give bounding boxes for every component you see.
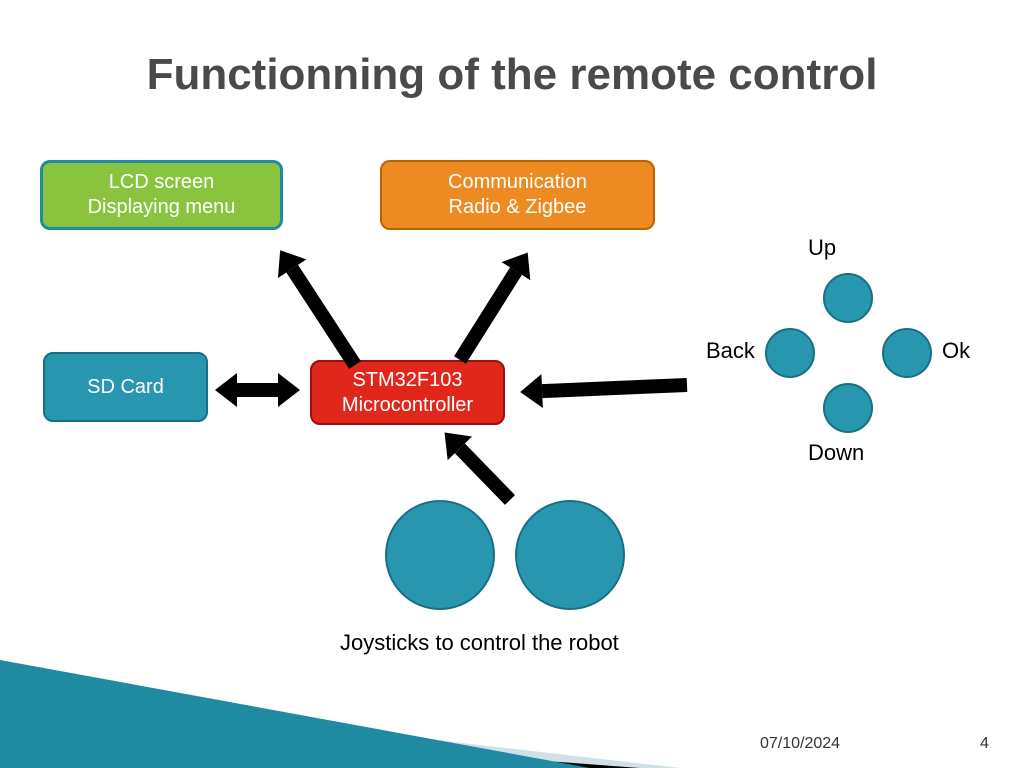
dpad-down-label: Down [808, 440, 864, 466]
dpad-back-label: Back [706, 338, 755, 364]
arrow [280, 250, 355, 365]
dpad-up-button[interactable] [823, 273, 873, 323]
node-lcd-screen: LCD screen Displaying menu [40, 160, 283, 230]
node-comm-line1: Communication [448, 171, 587, 193]
arrow [444, 432, 510, 500]
node-mcu-line1: STM32F103 [352, 369, 462, 391]
slide: Functionning of the remote control LCD s… [0, 0, 1024, 768]
node-communication: Communication Radio & Zigbee [380, 160, 655, 230]
arrow [460, 252, 528, 360]
node-mcu-line2: Microcontroller [342, 394, 473, 416]
dpad-up-label: Up [808, 235, 836, 261]
node-sd-line1: SD Card [87, 376, 164, 398]
joystick-left[interactable] [385, 500, 495, 610]
node-comm-line2: Radio & Zigbee [449, 196, 587, 218]
node-microcontroller: STM32F103 Microcontroller [310, 360, 505, 425]
dpad-ok-button[interactable] [882, 328, 932, 378]
joystick-label: Joysticks to control the robot [340, 630, 619, 656]
footer-date: 07/10/2024 [760, 735, 840, 753]
dpad-down-button[interactable] [823, 383, 873, 433]
dpad-back-button[interactable] [765, 328, 815, 378]
dpad-ok-label: Ok [942, 338, 970, 364]
footer-page-number: 4 [980, 735, 989, 753]
arrow [520, 385, 687, 392]
node-sd-card: SD Card [43, 352, 208, 422]
joystick-right[interactable] [515, 500, 625, 610]
node-lcd-line2: Displaying menu [88, 196, 236, 218]
node-lcd-line1: LCD screen [109, 171, 215, 193]
slide-title: Functionning of the remote control [0, 50, 1024, 100]
